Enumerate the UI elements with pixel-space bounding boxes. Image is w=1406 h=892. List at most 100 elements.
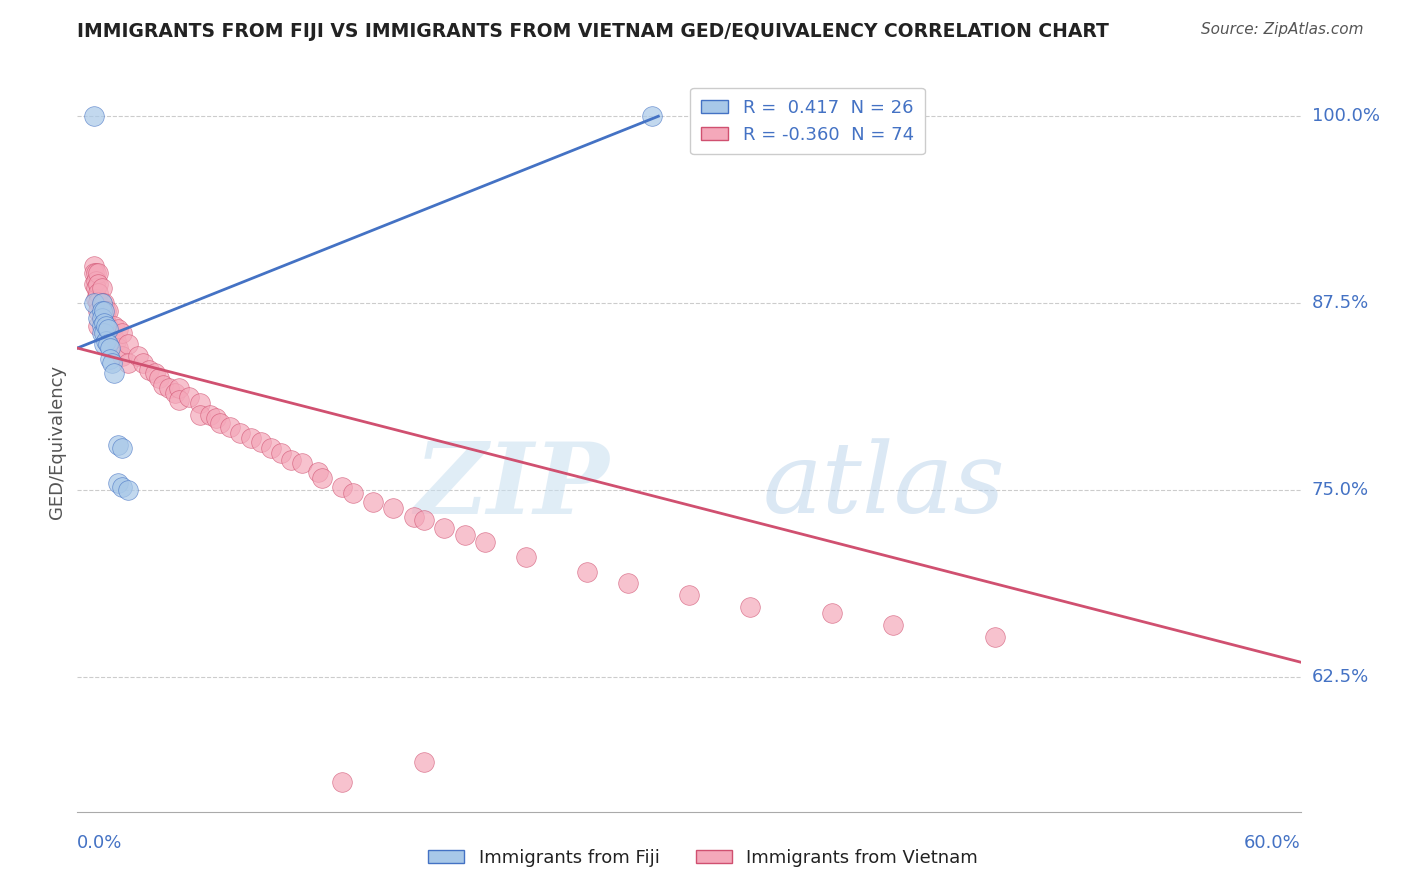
Point: [208, 416, 231, 430]
Point: [260, 442, 283, 456]
Point: [617, 575, 640, 590]
Point: [90, 296, 112, 310]
Point: [239, 431, 262, 445]
Point: [205, 411, 228, 425]
Point: [90, 311, 112, 326]
Point: [83, 277, 105, 291]
Point: [107, 475, 129, 490]
Text: 75.0%: 75.0%: [1312, 481, 1369, 500]
Point: [97, 336, 120, 351]
Point: [413, 756, 436, 770]
Point: [882, 617, 904, 632]
Text: 0.0%: 0.0%: [77, 834, 122, 852]
Point: [148, 371, 170, 385]
Point: [984, 630, 1007, 644]
Point: [87, 303, 110, 318]
Point: [87, 266, 110, 280]
Point: [111, 480, 134, 494]
Point: [152, 378, 174, 392]
Point: [94, 334, 117, 348]
Point: [740, 599, 762, 614]
Point: [84, 281, 107, 295]
Point: [84, 292, 107, 306]
Point: [143, 367, 166, 381]
Point: [188, 396, 211, 410]
Point: [111, 326, 134, 340]
Point: [641, 109, 664, 123]
Point: [179, 391, 201, 405]
Point: [311, 471, 333, 485]
Point: [117, 336, 139, 351]
Point: [515, 550, 537, 565]
Point: [198, 409, 221, 423]
Text: IMMIGRANTS FROM FIJI VS IMMIGRANTS FROM VIETNAM GED/EQUIVALENCY CORRELATION CHAR: IMMIGRANTS FROM FIJI VS IMMIGRANTS FROM …: [77, 22, 1109, 41]
Text: ZIP: ZIP: [415, 438, 609, 534]
Point: [138, 363, 160, 377]
Point: [280, 453, 302, 467]
Point: [87, 311, 110, 326]
Point: [111, 349, 134, 363]
Point: [87, 294, 110, 309]
Point: [83, 259, 105, 273]
Point: [332, 774, 354, 789]
Point: [165, 386, 187, 401]
Point: [188, 409, 211, 423]
Point: [402, 510, 425, 524]
Point: [90, 281, 112, 295]
Point: [270, 446, 292, 460]
Point: [101, 356, 124, 370]
Point: [93, 303, 115, 318]
Point: [98, 351, 121, 366]
Point: [83, 266, 105, 280]
Point: [169, 381, 191, 395]
Point: [94, 318, 117, 333]
Point: [229, 426, 252, 441]
Legend: Immigrants from Fiji, Immigrants from Vietnam: Immigrants from Fiji, Immigrants from Vi…: [420, 842, 986, 874]
Text: atlas: atlas: [762, 438, 1005, 533]
Point: [97, 318, 120, 333]
Point: [87, 318, 110, 333]
Point: [97, 321, 120, 335]
Legend: R =  0.417  N = 26, R = -0.360  N = 74: R = 0.417 N = 26, R = -0.360 N = 74: [690, 87, 925, 154]
Point: [157, 381, 180, 395]
Point: [93, 296, 115, 310]
Point: [361, 495, 384, 509]
Point: [382, 501, 405, 516]
Point: [250, 435, 273, 450]
Point: [93, 326, 115, 340]
Point: [90, 303, 112, 318]
Point: [111, 442, 134, 456]
Point: [83, 296, 105, 310]
Point: [90, 318, 112, 333]
Point: [103, 367, 125, 381]
Point: [342, 486, 364, 500]
Point: [678, 588, 700, 602]
Point: [103, 318, 125, 333]
Point: [105, 334, 128, 348]
Text: Source: ZipAtlas.com: Source: ZipAtlas.com: [1201, 22, 1364, 37]
Point: [87, 285, 110, 300]
Point: [117, 356, 139, 370]
Point: [127, 349, 149, 363]
Point: [93, 307, 115, 321]
Point: [84, 266, 107, 280]
Point: [107, 321, 129, 335]
Point: [576, 566, 599, 580]
Point: [453, 528, 475, 542]
Point: [98, 341, 121, 355]
Point: [413, 513, 436, 527]
Point: [117, 483, 139, 497]
Point: [90, 296, 112, 310]
Point: [131, 356, 153, 370]
Point: [87, 277, 110, 291]
Point: [307, 465, 329, 479]
Point: [219, 420, 242, 434]
Text: 62.5%: 62.5%: [1312, 668, 1369, 686]
Point: [93, 316, 115, 330]
Text: 87.5%: 87.5%: [1312, 294, 1369, 312]
Point: [332, 480, 354, 494]
Text: 60.0%: 60.0%: [1244, 834, 1301, 852]
Point: [433, 520, 456, 534]
Point: [94, 318, 117, 333]
Point: [90, 326, 112, 340]
